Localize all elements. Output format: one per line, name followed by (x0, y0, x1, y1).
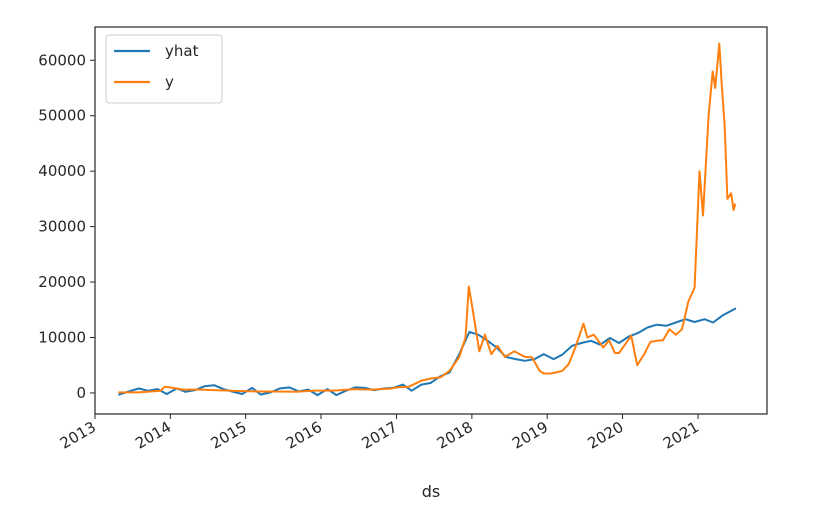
y-tick-label: 20000 (38, 273, 86, 291)
y-tick-label: 40000 (38, 162, 86, 180)
y-tick-label: 10000 (38, 328, 86, 346)
x-tick-label: 2021 (660, 418, 702, 453)
x-tick-label: 2015 (208, 418, 250, 453)
legend-label-yhat: yhat (165, 42, 199, 60)
x-tick-label: 2020 (584, 418, 626, 453)
y-tick-label: 0 (76, 384, 86, 402)
series-line-y (118, 42, 737, 394)
x-axis: 2013 2014 2015 2016 2017 2018 2019 2020 2021 (57, 414, 702, 453)
x-axis-title: ds (422, 482, 441, 501)
y-tick-label: 30000 (38, 218, 86, 236)
y-tick-label: 50000 (38, 107, 86, 125)
x-tick-label: 2016 (283, 418, 325, 453)
x-tick-label: 2018 (434, 418, 476, 453)
x-tick-label: 2019 (509, 418, 551, 453)
x-tick-label: 2014 (132, 418, 174, 453)
x-tick-label: 2017 (358, 418, 400, 453)
series-layer (118, 42, 737, 397)
y-axis: 0 10000 20000 30000 40000 50000 60000 (38, 51, 95, 402)
y-tick-label: 60000 (38, 51, 86, 69)
legend-label-y: y (165, 73, 174, 91)
legend-box (105, 34, 223, 104)
legend: yhat y (105, 34, 223, 104)
x-tick-label: 2013 (57, 418, 99, 453)
